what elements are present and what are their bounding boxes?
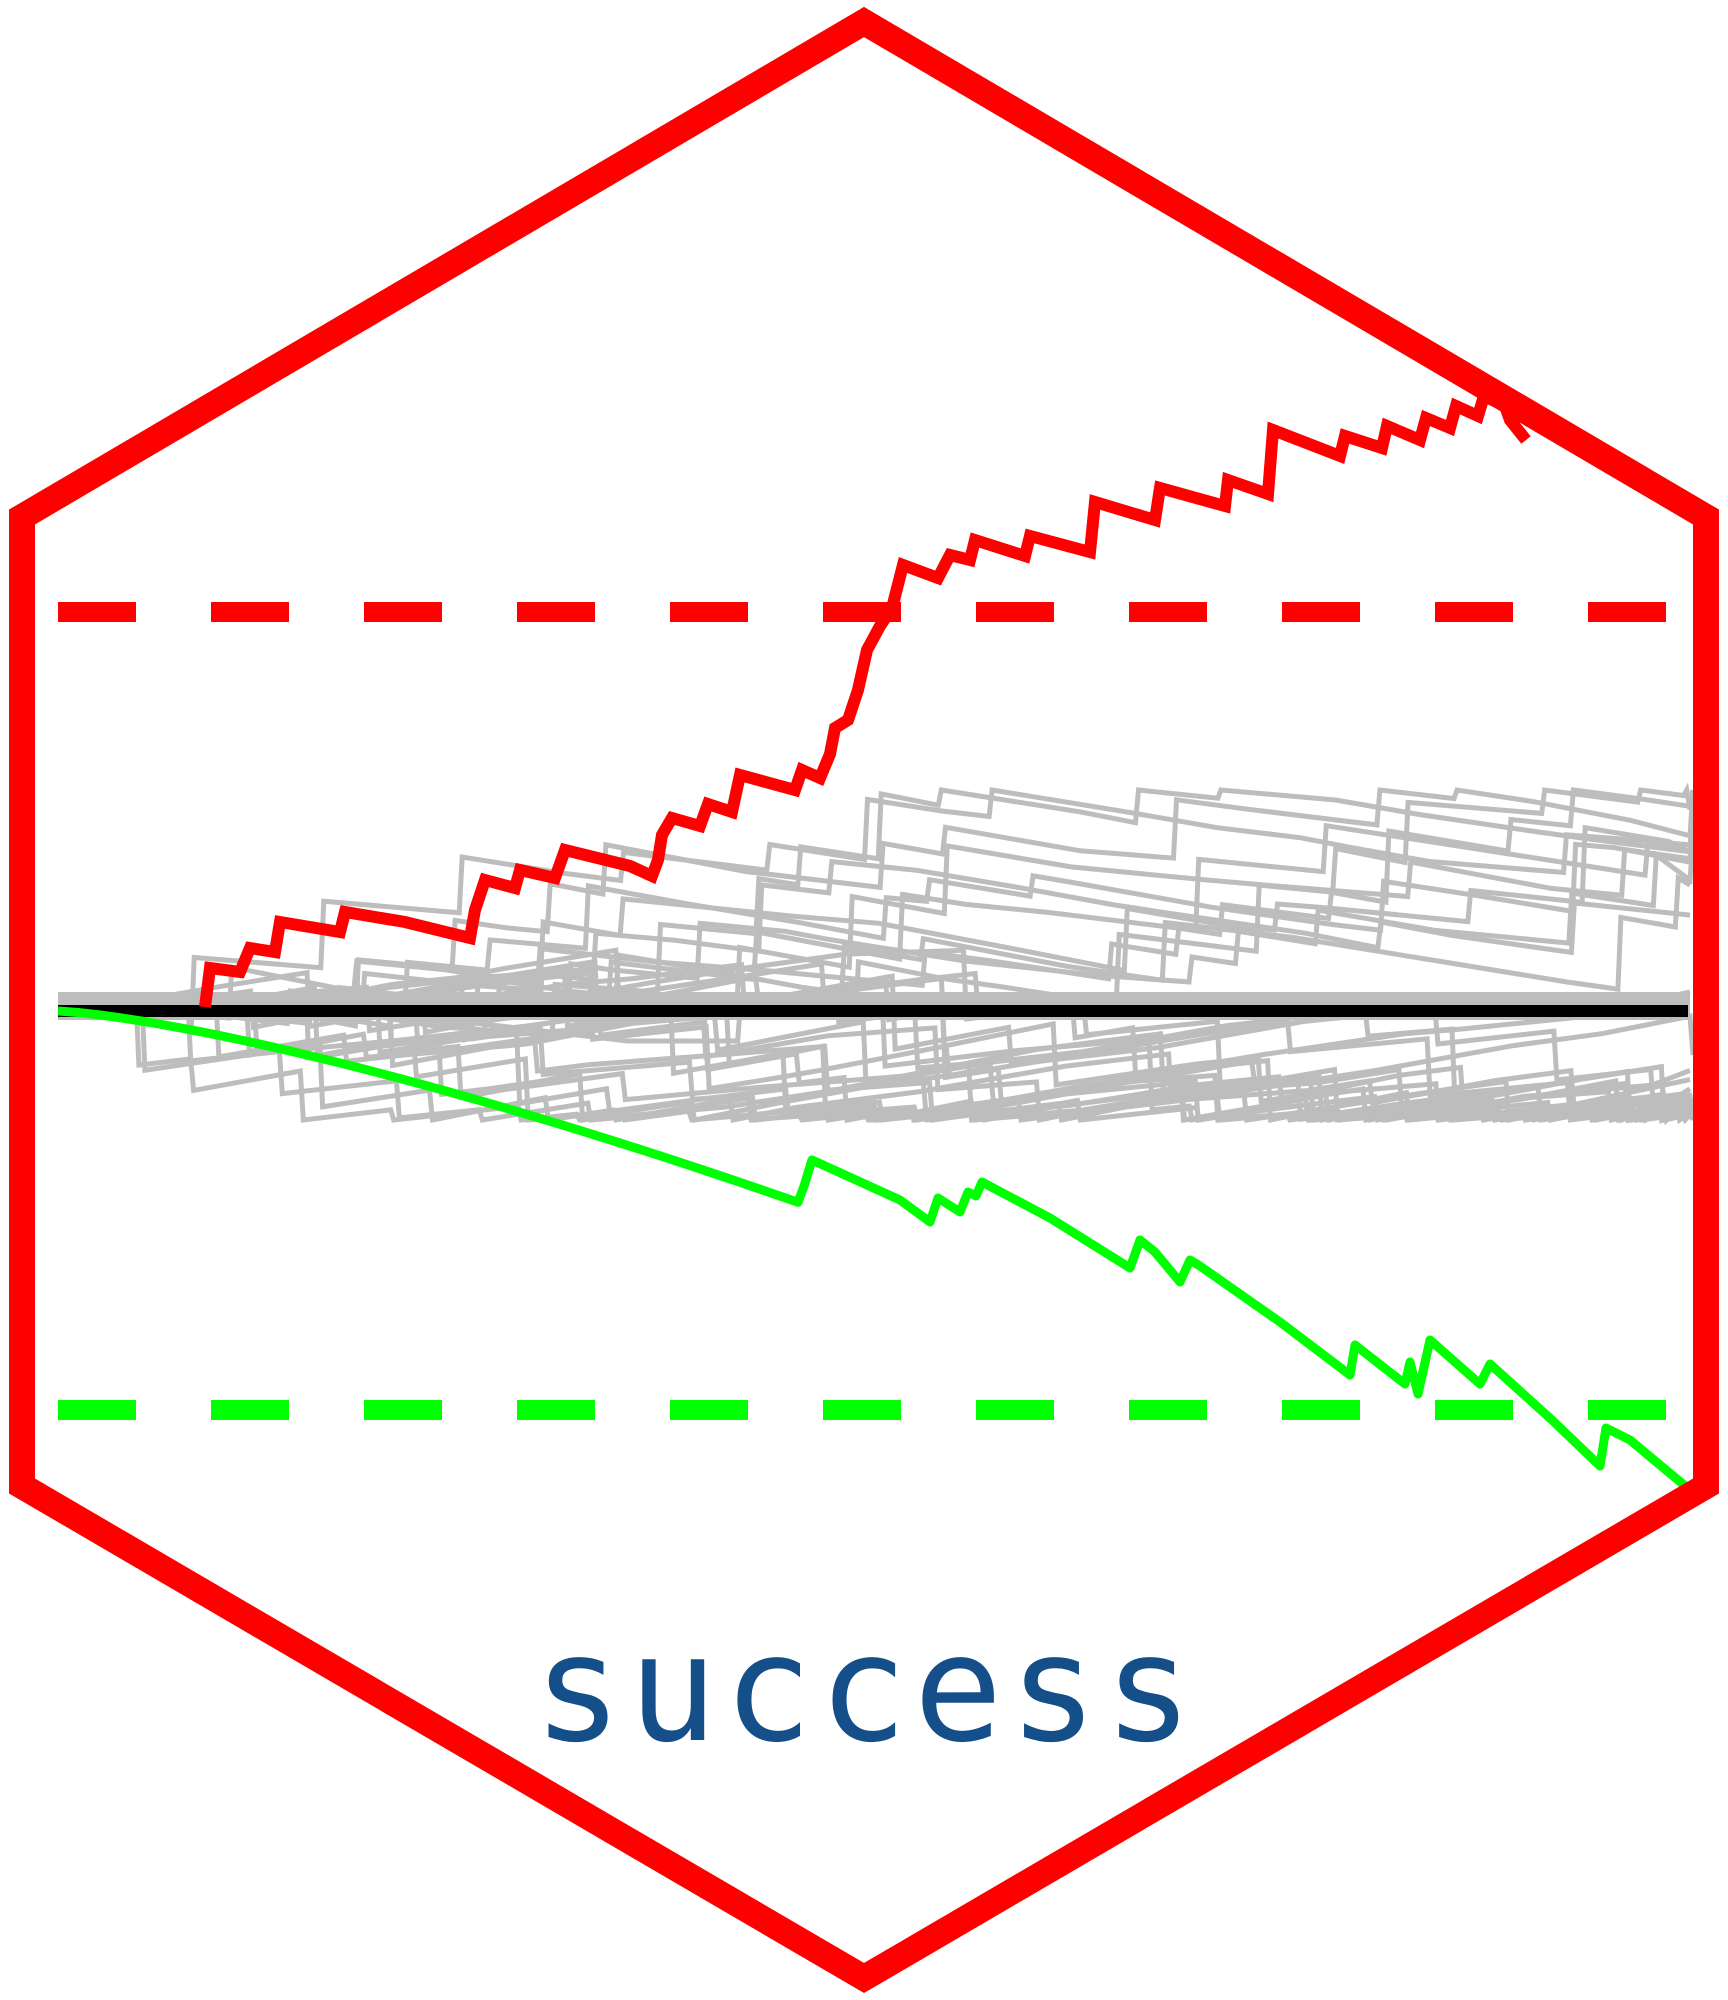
control-path-line (333, 782, 1696, 1044)
control-paths (57, 782, 1696, 1126)
package-name: success (533, 1603, 1199, 1775)
hexagon-border (9, 6, 1719, 1994)
control-path-line (300, 787, 1691, 1023)
control-path-line (254, 787, 1696, 1029)
control-path-line (244, 966, 1691, 1123)
plot-area (57, 387, 1696, 1494)
upper-path-line (199, 387, 1531, 1008)
lower-path-line (57, 1006, 1693, 1494)
control-path-line (57, 992, 1691, 1124)
control-path-line (338, 985, 1691, 1124)
control-path-line (329, 992, 1696, 1123)
control-path-line (64, 787, 1691, 1033)
control-path-line (80, 973, 1692, 1117)
control-path-line (326, 787, 1696, 1038)
